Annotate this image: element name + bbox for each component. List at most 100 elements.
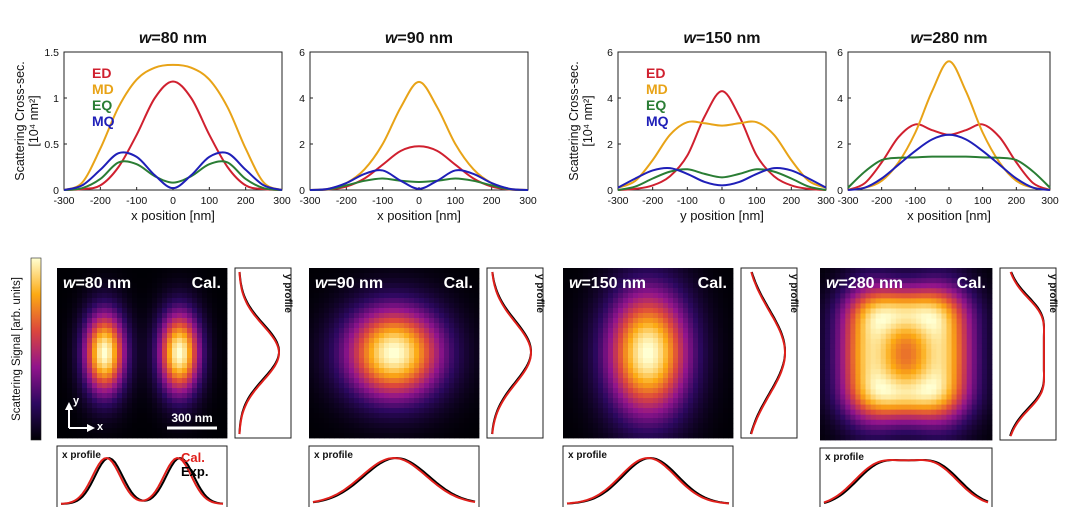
pixel (860, 318, 866, 325)
pixel (713, 278, 719, 284)
pixel (895, 338, 902, 345)
pixel (855, 354, 861, 360)
pixel (364, 338, 370, 344)
pixel (693, 358, 699, 364)
pixel (419, 308, 425, 314)
pixel (633, 298, 639, 304)
pixel (187, 423, 193, 429)
pixel (588, 318, 594, 324)
pixel (197, 343, 203, 349)
pixel (865, 273, 871, 279)
pixel (941, 323, 947, 330)
pixel (127, 303, 133, 309)
pixel (459, 388, 465, 394)
pixel (961, 414, 968, 421)
pixel (394, 328, 400, 334)
pixel (117, 413, 123, 419)
pixel (414, 273, 420, 279)
pixel (419, 318, 425, 324)
pixel (82, 268, 88, 274)
pixel (593, 388, 599, 394)
pixel (464, 303, 470, 309)
pixel (419, 283, 425, 289)
pixel (57, 388, 63, 394)
pixel (429, 333, 435, 339)
pixel (152, 328, 158, 334)
pixel (82, 278, 88, 284)
pixel (419, 273, 425, 279)
pixel (339, 303, 345, 309)
pixel (62, 353, 68, 359)
pixel (578, 343, 584, 349)
pixel (860, 359, 866, 365)
pixel (880, 409, 887, 416)
pixel (197, 408, 203, 414)
pixel (875, 394, 882, 400)
pixel (986, 354, 993, 360)
pixel (890, 283, 897, 289)
pixel (703, 348, 709, 354)
pixel (850, 389, 856, 395)
pixel (648, 368, 654, 374)
pixel (364, 343, 370, 349)
pixel (459, 398, 465, 404)
pixel (197, 338, 203, 344)
scattering-image (563, 268, 734, 439)
pixel (459, 328, 465, 334)
pixel (961, 328, 968, 335)
pixel (845, 283, 851, 289)
pixel (728, 333, 734, 339)
pixel (177, 273, 183, 279)
pixel (67, 268, 73, 274)
pixel (152, 383, 158, 389)
pixel (172, 433, 178, 439)
pixel (658, 268, 664, 274)
pixel (971, 278, 978, 284)
pixel (474, 323, 480, 329)
pixel (835, 323, 841, 330)
pixel (339, 373, 345, 379)
pixel (986, 323, 993, 330)
pixel (911, 273, 917, 279)
pixel (92, 433, 98, 439)
pixel (986, 419, 993, 426)
pixel (419, 378, 425, 384)
pixel (359, 333, 365, 339)
pixel (835, 399, 841, 405)
pixel (102, 378, 108, 384)
pixel (127, 308, 133, 314)
pixel (107, 273, 113, 279)
pixel (142, 293, 148, 299)
pixel (419, 398, 425, 404)
pixel (449, 353, 455, 359)
pixel (212, 333, 218, 339)
pixel (830, 328, 836, 335)
pixel (875, 338, 882, 345)
pixel (177, 353, 183, 359)
pixel (628, 308, 634, 314)
pixel (618, 403, 624, 409)
pixel (713, 368, 719, 374)
pixel (354, 358, 360, 364)
pixel (941, 429, 947, 436)
image-title-w: w (63, 275, 77, 292)
pixel (568, 298, 574, 304)
pixel (875, 359, 882, 365)
pixel (202, 318, 208, 324)
pixel (845, 303, 851, 309)
pixel (339, 338, 345, 344)
pixel (212, 428, 218, 434)
pixel (638, 338, 644, 344)
pixel (212, 348, 218, 354)
pixel (309, 328, 315, 334)
pixel (946, 288, 952, 294)
pixel (633, 358, 639, 364)
pixel (187, 338, 193, 344)
pixel (344, 273, 350, 279)
pixel (956, 389, 963, 395)
pixel (961, 354, 968, 360)
pixel (921, 434, 927, 441)
pixel (870, 298, 877, 304)
pixel (424, 348, 430, 354)
pixel (588, 323, 594, 329)
